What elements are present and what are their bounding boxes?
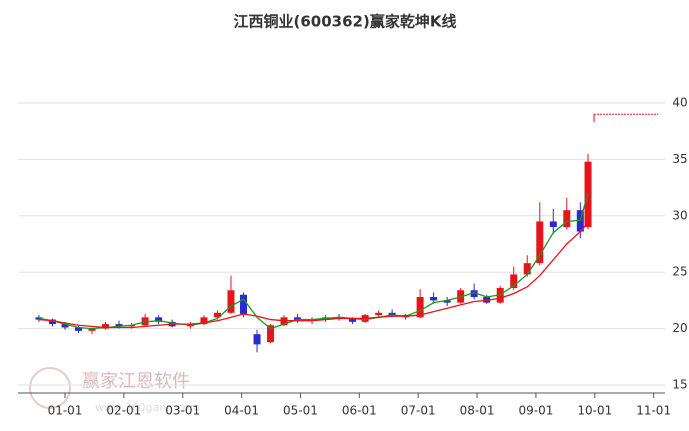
candle-body — [349, 318, 357, 322]
y-tick-label: 15 — [672, 378, 687, 392]
candle-body — [75, 327, 83, 331]
candle-body — [102, 324, 110, 329]
watermark-logo — [29, 367, 71, 409]
candle-body — [61, 324, 69, 328]
y-tick-label: 20 — [672, 321, 687, 335]
x-tick-label: 04-01 — [224, 404, 259, 418]
candle-body — [523, 263, 531, 275]
x-tick-label: 01-01 — [48, 404, 83, 418]
candle-body — [240, 294, 248, 314]
chart-title: 江西铜业(600362)赢家乾坤K线 — [234, 13, 457, 31]
candle-body — [416, 297, 424, 318]
x-tick-label: 06-01 — [342, 404, 377, 418]
x-tick-label: 09-01 — [518, 404, 553, 418]
x-tick-label: 08-01 — [460, 404, 495, 418]
x-tick-label: 02-01 — [106, 404, 141, 418]
x-tick-label: 07-01 — [401, 404, 436, 418]
candle-body — [115, 324, 123, 327]
watermark-url: www.360gann.com — [95, 401, 200, 414]
watermark: 赢家江恩软件 — [82, 370, 190, 392]
y-tick-label: 25 — [672, 265, 687, 279]
candle-body — [253, 334, 261, 345]
candle-body — [563, 210, 571, 228]
moving-average — [38, 222, 589, 329]
candle-body — [227, 290, 235, 313]
candle-body — [536, 221, 544, 264]
candle-body — [388, 312, 396, 316]
candle-body — [510, 274, 518, 288]
candle-body — [430, 297, 438, 301]
y-tick-label: 35 — [672, 152, 687, 166]
candle-body — [200, 317, 208, 325]
candle-body — [375, 312, 383, 316]
x-tick-label: 11-01 — [636, 404, 671, 418]
x-tick-label: 03-01 — [165, 404, 200, 418]
candle-body — [48, 319, 56, 325]
candle-body — [443, 300, 451, 303]
candle-body — [267, 325, 275, 343]
candle-body — [549, 221, 557, 228]
candle-body — [88, 328, 96, 331]
x-tick-label: 10-01 — [577, 404, 612, 418]
y-tick-label: 40 — [672, 96, 687, 110]
candle-body — [155, 317, 163, 322]
y-tick-label: 30 — [672, 208, 687, 222]
moving-average — [38, 193, 589, 330]
candle-body — [470, 290, 478, 298]
x-tick-label: 05-01 — [283, 404, 318, 418]
candle-body — [213, 312, 221, 318]
